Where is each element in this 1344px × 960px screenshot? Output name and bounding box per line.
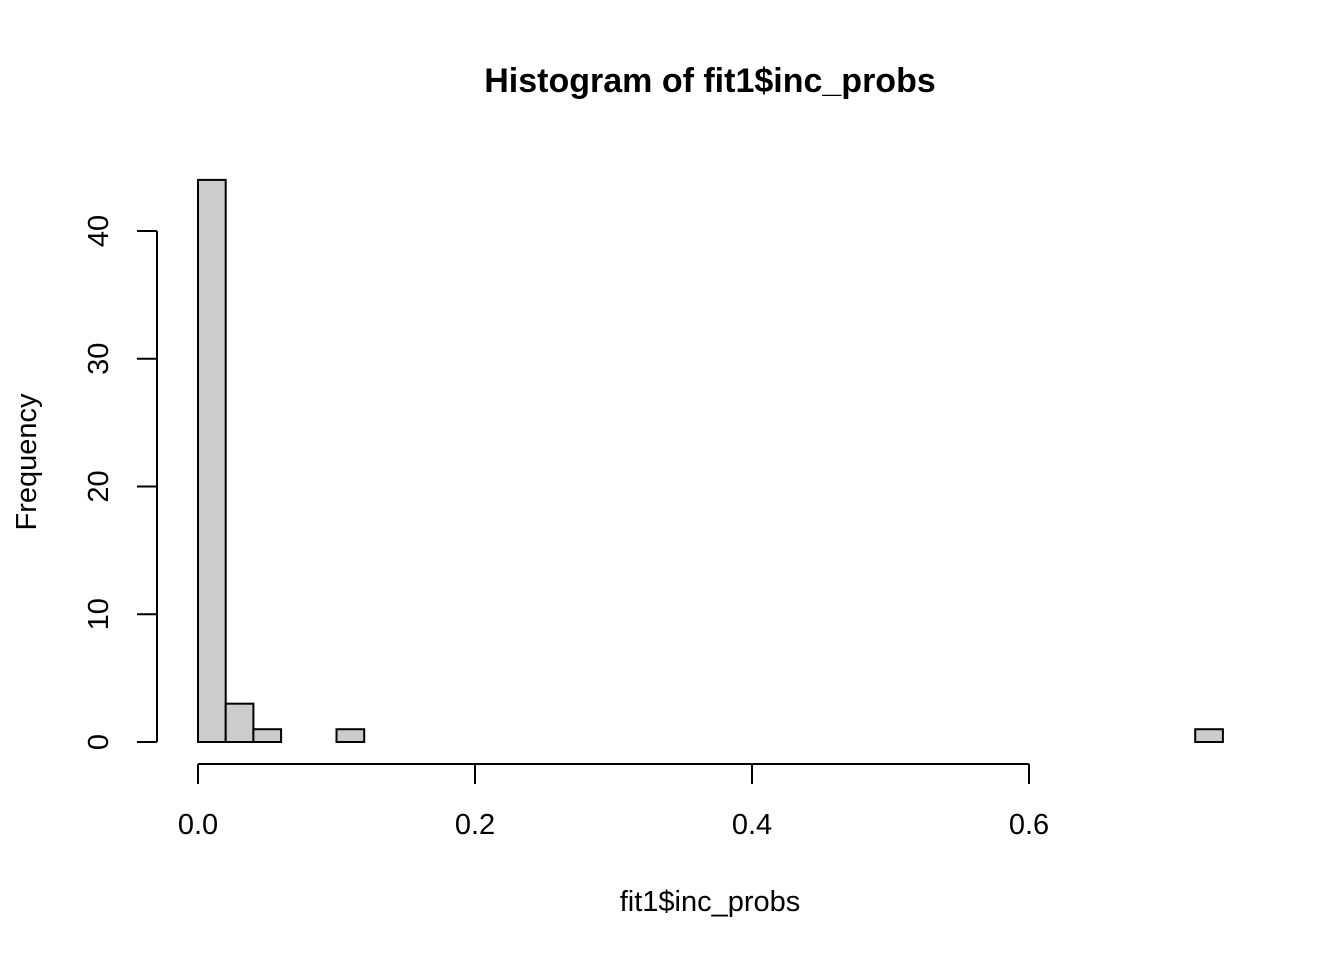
x-axis-ticks: 0.0 0.2 0.4 0.6	[178, 764, 1049, 841]
histogram-bar	[224, 702, 255, 743]
x-tick-label: 0.0	[178, 809, 218, 841]
x-tick-label: 0.2	[455, 809, 495, 841]
y-tick-label: 30	[83, 343, 115, 375]
x-axis-label: fit1$inc_probs	[620, 886, 801, 918]
chart-title: Histogram of fit1$inc_probs	[484, 62, 936, 100]
histogram-bars	[197, 178, 1224, 743]
y-tick-label: 10	[83, 598, 115, 630]
y-tick-label: 0	[83, 734, 115, 750]
x-tick-label: 0.4	[732, 809, 772, 841]
histogram-bar	[197, 178, 227, 743]
y-tick-label: 20	[83, 470, 115, 502]
histogram-bar	[1194, 728, 1224, 743]
x-tick-label: 0.6	[1009, 809, 1049, 841]
y-axis-label: Frequency	[11, 393, 43, 531]
y-axis-ticks: 0 10 20 30 40	[83, 215, 157, 750]
histogram-bar	[252, 728, 283, 743]
histogram-bar	[335, 728, 366, 743]
y-tick-label: 40	[83, 215, 115, 247]
